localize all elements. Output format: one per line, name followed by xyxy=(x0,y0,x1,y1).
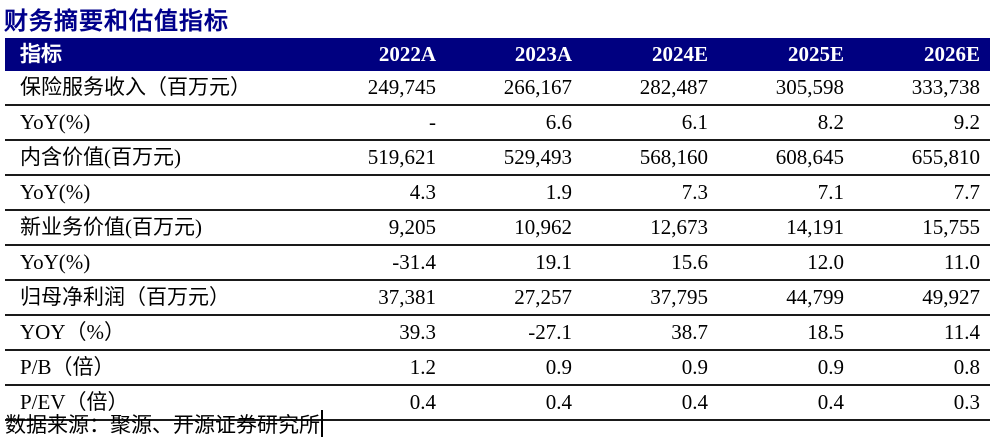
row-value: - xyxy=(310,105,446,141)
row-label: 内含价值(百万元) xyxy=(5,140,310,176)
row-value: 9,205 xyxy=(310,210,446,246)
row-value: 12,673 xyxy=(582,210,718,246)
row-value: 6.6 xyxy=(446,105,582,141)
row-value: 10,962 xyxy=(446,210,582,246)
financial-summary-table: 指标 2022A 2023A 2024E 2025E 2026E 保险服务收入（百万元） 2… xyxy=(5,38,990,421)
row-value: 249,745 xyxy=(310,71,446,106)
row-value: 8.2 xyxy=(718,105,854,141)
row-label: YoY(%) xyxy=(5,105,310,141)
table-header-row: 指标 2022A 2023A 2024E 2025E 2026E xyxy=(5,38,990,71)
row-label: 归母净利润（百万元） xyxy=(5,280,310,316)
header-cell-year: 2022A xyxy=(310,38,446,71)
table-row: 归母净利润（百万元） 37,381 27,257 37,795 44,799 49,927 xyxy=(5,280,990,316)
row-label: YoY(%) xyxy=(5,245,310,281)
row-value: 0.8 xyxy=(854,350,990,386)
row-label: YOY（%） xyxy=(5,315,310,351)
table-row: YoY(%) 4.3 1.9 7.3 7.1 7.7 xyxy=(5,175,990,211)
row-value: 38.7 xyxy=(582,315,718,351)
row-value: 15,755 xyxy=(854,210,990,246)
data-source-text: 数据来源：聚源、开源证券研究所 xyxy=(5,413,320,437)
row-value: 4.3 xyxy=(310,175,446,211)
row-value: 0.9 xyxy=(582,350,718,386)
row-value: 305,598 xyxy=(718,71,854,106)
row-value: 0.4 xyxy=(446,385,582,421)
text-cursor xyxy=(321,410,323,437)
row-value: 333,738 xyxy=(854,71,990,106)
row-value: 37,381 xyxy=(310,280,446,316)
row-value: 27,257 xyxy=(446,280,582,316)
header-cell-year: 2026E xyxy=(854,38,990,71)
row-label: P/EV（倍） xyxy=(5,385,310,421)
data-source-line: 数据来源：聚源、开源证券研究所 xyxy=(5,409,323,439)
row-label: 保险服务收入（百万元） xyxy=(5,71,310,106)
row-label: 新业务价值(百万元) xyxy=(5,210,310,246)
table-row: YoY(%) -6.6 6.1 8.2 9.2 xyxy=(5,105,990,141)
row-value: 282,487 xyxy=(582,71,718,106)
row-value: 529,493 xyxy=(446,140,582,176)
row-value: 0.4 xyxy=(310,385,446,421)
row-value: 7.1 xyxy=(718,175,854,211)
header-cell-year: 2024E xyxy=(582,38,718,71)
row-value: 608,645 xyxy=(718,140,854,176)
row-label: P/B（倍） xyxy=(5,350,310,386)
table-row: 保险服务收入（百万元） 249,745 266,167 282,487 305,598 3… xyxy=(5,71,990,106)
row-value: 0.3 xyxy=(854,385,990,421)
table-row: YoY(%) -31.4 19.1 15.6 12.0 11.0 xyxy=(5,245,990,281)
page-title: 财务摘要和估值指标 xyxy=(4,9,229,35)
row-value: 44,799 xyxy=(718,280,854,316)
row-label: YoY(%) xyxy=(5,175,310,211)
row-value: 0.9 xyxy=(718,350,854,386)
table-row: YOY（%） 39.3 -27.1 38.7 18.5 11.4 xyxy=(5,315,990,351)
header-cell-label: 指标 xyxy=(5,38,310,71)
table-body: 保险服务收入（百万元） 249,745 266,167 282,487 305,598 3… xyxy=(5,71,990,421)
row-value: -27.1 xyxy=(446,315,582,351)
header-cell-year: 2023A xyxy=(446,38,582,71)
row-value: 19.1 xyxy=(446,245,582,281)
row-value: 1.9 xyxy=(446,175,582,211)
row-value: 15.6 xyxy=(582,245,718,281)
row-value: 11.0 xyxy=(854,245,990,281)
row-value: 9.2 xyxy=(854,105,990,141)
table-header: 指标 2022A 2023A 2024E 2025E 2026E xyxy=(5,38,990,71)
row-value: 37,795 xyxy=(582,280,718,316)
row-value: 11.4 xyxy=(854,315,990,351)
table-row: 内含价值(百万元) 519,621 529,493 568,160 608,645 655… xyxy=(5,140,990,176)
row-value: 266,167 xyxy=(446,71,582,106)
row-value: 519,621 xyxy=(310,140,446,176)
row-value: 7.7 xyxy=(854,175,990,211)
row-value: 0.4 xyxy=(718,385,854,421)
row-value: 18.5 xyxy=(718,315,854,351)
header-cell-year: 2025E xyxy=(718,38,854,71)
row-value: 0.4 xyxy=(582,385,718,421)
row-value: 14,191 xyxy=(718,210,854,246)
row-value: 1.2 xyxy=(310,350,446,386)
table-row: P/B（倍） 1.2 0.9 0.9 0.9 0.8 xyxy=(5,350,990,386)
row-value: 568,160 xyxy=(582,140,718,176)
row-value: 7.3 xyxy=(582,175,718,211)
row-value: 6.1 xyxy=(582,105,718,141)
table-row: 新业务价值(百万元) 9,205 10,962 12,673 14,191 15,755 xyxy=(5,210,990,246)
row-value: 49,927 xyxy=(854,280,990,316)
row-value: 12.0 xyxy=(718,245,854,281)
row-value: 655,810 xyxy=(854,140,990,176)
row-value: 0.9 xyxy=(446,350,582,386)
row-value: -31.4 xyxy=(310,245,446,281)
table-row: P/EV（倍） 0.4 0.4 0.4 0.4 0.3 xyxy=(5,385,990,421)
row-value: 39.3 xyxy=(310,315,446,351)
